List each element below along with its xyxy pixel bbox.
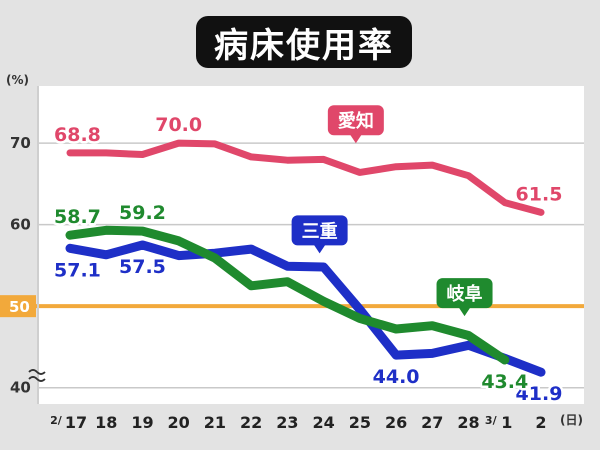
x-tick-label: 21 xyxy=(204,413,226,432)
axis-break-mark xyxy=(28,369,46,382)
y-tick-label: 40 xyxy=(10,379,31,397)
data-label-aichi: 70.0 xyxy=(155,114,202,136)
y-axis-ticks: 70 60 50 40 xyxy=(0,134,36,397)
y-axis-unit: (%) xyxy=(6,73,29,87)
x-tick-label: 17 xyxy=(65,413,87,432)
series-tag-label: 愛知 xyxy=(338,110,374,132)
x-tick-month: 2/ xyxy=(50,414,63,427)
x-tick-label: 19 xyxy=(131,413,153,432)
x-tick-label: 25 xyxy=(349,413,371,432)
reference-label-bg xyxy=(0,295,36,318)
series-tag-mie: 三重 xyxy=(291,215,348,254)
x-tick-label: 24 xyxy=(312,413,334,432)
data-label-gifu: 59.2 xyxy=(119,202,166,224)
chart-title-box: 病床使用率 xyxy=(196,16,412,68)
series-tag-pointer xyxy=(458,307,471,317)
data-label-gifu: 43.4 xyxy=(481,371,528,393)
series-tag-aichi: 愛知 xyxy=(327,105,384,144)
x-tick-label: 20 xyxy=(168,413,190,432)
x-tick-label: 27 xyxy=(421,413,443,432)
series-tag-bg xyxy=(291,215,348,246)
x-tick-month: 3/ xyxy=(485,414,498,427)
series-tag-pointer xyxy=(313,244,326,254)
data-labels: 68.8 70.0 61.5 57.1 57.5 44.0 41.9 58.7 59.2 43.4 xyxy=(52,112,565,408)
x-tick-label: 28 xyxy=(457,413,479,432)
series-tag-gifu: 岐阜 xyxy=(436,278,493,317)
series-tag-label: 三重 xyxy=(302,220,338,242)
reference-label: 50 xyxy=(9,298,30,316)
x-tick-label: 23 xyxy=(276,413,298,432)
data-label-gifu: 58.7 xyxy=(54,206,101,228)
series-tag-bg xyxy=(327,105,384,136)
x-tick-label: 22 xyxy=(240,413,262,432)
series-line-aichi xyxy=(66,139,545,216)
y-tick-label: 60 xyxy=(10,216,31,234)
data-label-mie: 44.0 xyxy=(373,366,420,388)
series-tag-pointer xyxy=(349,134,362,144)
data-label-aichi: 61.5 xyxy=(516,183,563,205)
data-label-mie: 41.9 xyxy=(516,383,563,405)
data-label-mie: 57.5 xyxy=(119,256,166,278)
data-label-aichi: 68.8 xyxy=(54,124,101,146)
series-tag-bg xyxy=(436,278,493,309)
series-lines xyxy=(65,139,546,377)
x-tick-label: 1 xyxy=(501,413,512,432)
y-tick-label: 70 xyxy=(10,134,31,152)
chart-title: 病床使用率 xyxy=(214,25,394,66)
x-axis-ticks: 2/17 18 19 20 21 22 23 24 25 26 27 28 3/1 2 xyxy=(50,413,546,432)
series-line-gifu xyxy=(65,225,510,365)
x-tick-label: 18 xyxy=(95,413,117,432)
x-tick-label: 26 xyxy=(385,413,407,432)
series-tag-label: 岐阜 xyxy=(447,283,483,305)
data-label-mie: 57.1 xyxy=(54,259,101,281)
series-line-mie xyxy=(65,240,546,377)
x-axis-unit: (日) xyxy=(560,413,583,427)
x-tick-label: 2 xyxy=(535,413,546,432)
